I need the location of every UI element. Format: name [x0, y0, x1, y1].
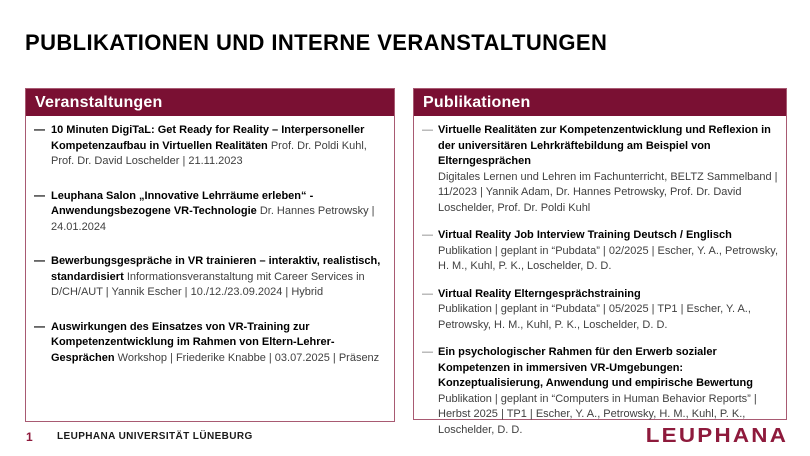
publication-details: Publikation | geplant in “Pubdata” | 02/… — [438, 244, 779, 273]
publication-item: — Virtual Reality Elterngesprächstrainin… — [422, 287, 781, 334]
events-panel: Veranstaltungen — 10 Minuten DigiTaL: Ge… — [25, 88, 395, 422]
dash-bullet-icon: — — [422, 346, 433, 358]
publication-item: — Virtuelle Realitäten zur Kompetenzentw… — [422, 123, 781, 216]
dash-bullet-icon: — — [34, 320, 45, 333]
publication-title: Virtual Reality Job Interview Training D… — [438, 229, 732, 241]
event-item: — Leuphana Salon „Innovative Lehrräume e… — [34, 189, 389, 236]
event-details: Prof. Dr. Poldi Kuhl, Prof. Dr. David Lo… — [51, 139, 367, 168]
event-title: 10 Minuten DigiTaL: Get Ready for Realit… — [51, 124, 365, 152]
event-details: Informationsveranstaltung mit Career Ser… — [51, 270, 365, 299]
page-title: PUBLIKATIONEN UND INTERNE VERANSTALTUNGE… — [25, 30, 608, 55]
publications-panel-body: — Virtuelle Realitäten zur Kompetenzentw… — [414, 116, 786, 438]
publication-title: Virtuelle Realitäten zur Kompetenzentwic… — [438, 124, 771, 167]
publication-details: Publikation | geplant in “Pubdata” | 05/… — [438, 303, 751, 331]
publication-details: Publikation | geplant in “Computers in H… — [438, 392, 757, 436]
dash-bullet-icon: — — [422, 229, 433, 241]
publication-title: Ein psychologischer Rahmen für den Erwer… — [438, 346, 753, 389]
event-item: — 10 Minuten DigiTaL: Get Ready for Real… — [34, 123, 389, 170]
events-panel-header: Veranstaltungen — [26, 89, 394, 116]
event-details: Workshop | Friederike Knabbe | 03.07.202… — [117, 351, 380, 364]
event-item: — Bewerbungsgespräche in VR trainieren –… — [34, 254, 389, 301]
dash-bullet-icon: — — [422, 287, 433, 300]
institution-name: LEUPHANA UNIVERSITÄT LÜNEBURG — [57, 431, 253, 442]
leuphana-logo: LEUPHANA — [645, 425, 788, 447]
publications-panel: Publikationen — Virtuelle Realitäten zur… — [413, 88, 787, 436]
publication-title: Virtual Reality Elterngesprächstraining — [438, 287, 641, 300]
page-number: 1 — [26, 430, 33, 444]
publications-panel-header: Publikationen — [414, 89, 786, 116]
dash-bullet-icon: — — [34, 255, 45, 267]
event-title: Auswirkungen des Einsatzes von VR-Traini… — [51, 320, 335, 364]
publication-details: Digitales Lernen und Lehren im Fachunter… — [438, 170, 778, 214]
publication-item: — Ein psychologischer Rahmen für den Erw… — [422, 345, 781, 438]
event-title: Leuphana Salon „Innovative Lehrräume erl… — [51, 189, 314, 218]
dash-bullet-icon: — — [34, 124, 45, 136]
event-item: — Auswirkungen des Einsatzes von VR-Trai… — [34, 320, 389, 367]
event-details: Dr. Hannes Petrowsky | 24.01.2024 — [51, 205, 375, 233]
dash-bullet-icon: — — [422, 124, 433, 136]
dash-bullet-icon: — — [34, 189, 45, 202]
events-panel-body: — 10 Minuten DigiTaL: Get Ready for Real… — [26, 116, 394, 366]
event-title: Bewerbungsgespräche in VR trainieren – i… — [51, 255, 381, 283]
publication-item: — Virtual Reality Job Interview Training… — [422, 228, 781, 275]
